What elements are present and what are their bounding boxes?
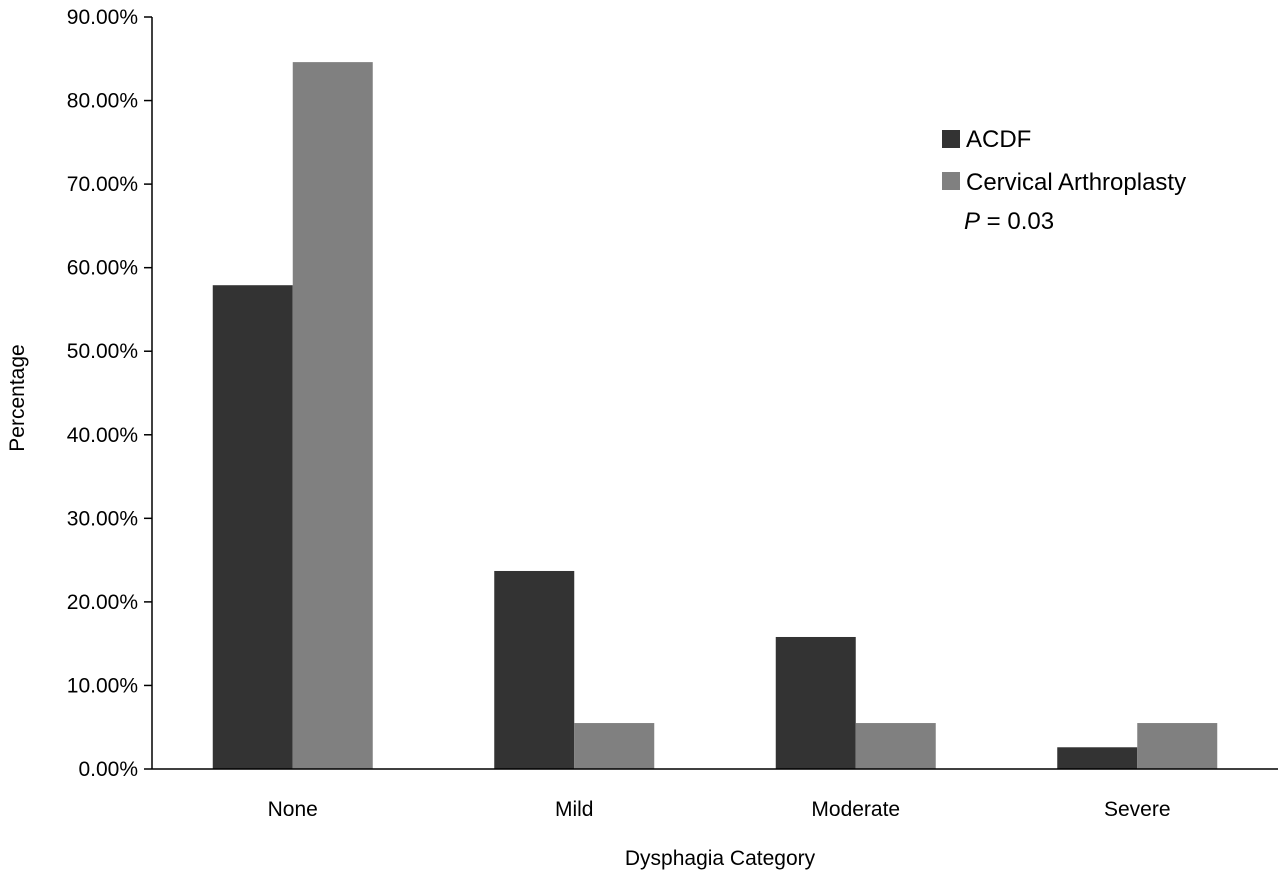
legend-label-cervical-arthroplasty: Cervical Arthroplasty [966, 169, 1186, 196]
legend: ACDF Cervical Arthroplasty [942, 126, 1186, 196]
legend-swatch-acdf [942, 130, 960, 148]
p-value-text: = 0.03 [980, 208, 1054, 235]
y-axis-title: Percentage [6, 344, 29, 451]
bar-cervical-arthroplasty-severe [1137, 723, 1218, 769]
y-tick-label: 40.00% [67, 424, 138, 447]
x-category-label-moderate: Moderate [811, 798, 900, 821]
y-tick-label: 0.00% [78, 758, 138, 781]
x-axis-category-labels: None Mild Moderate Severe [268, 798, 1171, 821]
bar-acdf-severe [1057, 747, 1138, 769]
y-tick-label: 10.00% [67, 674, 138, 697]
y-tick-label: 60.00% [67, 257, 138, 280]
p-value-annotation: P = 0.03 [964, 208, 1054, 235]
y-tick-label: 80.00% [67, 90, 138, 113]
y-tick-label: 20.00% [67, 591, 138, 614]
x-category-label-severe: Severe [1104, 798, 1171, 821]
y-tick-label: 50.00% [67, 340, 138, 363]
bar-acdf-mild [494, 570, 575, 769]
legend-swatch-cervical-arthroplasty [942, 172, 960, 190]
y-tick-label: 30.00% [67, 507, 138, 530]
x-category-label-mild: Mild [555, 798, 594, 821]
y-axis-ticks: 0.00% 10.00% 20.00% 30.00% 40.00% 50.00% 60.00… [67, 6, 152, 781]
p-value-symbol: P [964, 208, 980, 235]
bars-group [212, 62, 1218, 770]
y-tick-label: 90.00% [67, 6, 138, 29]
legend-label-acdf: ACDF [966, 126, 1031, 153]
bar-cervical-arthroplasty-moderate [855, 723, 936, 769]
y-tick-label: 70.00% [67, 173, 138, 196]
bar-acdf-none [212, 285, 293, 769]
bar-cervical-arthroplasty-none [292, 62, 373, 770]
bar-acdf-moderate [775, 636, 856, 769]
x-category-label-none: None [268, 798, 318, 821]
bar-cervical-arthroplasty-mild [574, 723, 655, 769]
x-axis-title: Dysphagia Category [625, 847, 816, 870]
